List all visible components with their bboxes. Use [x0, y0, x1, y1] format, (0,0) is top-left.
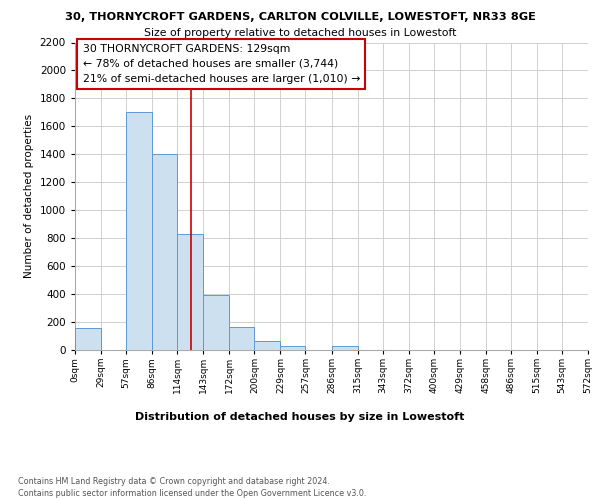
Bar	[280, 346, 305, 350]
Bar	[254, 341, 280, 350]
Bar	[177, 234, 203, 350]
Bar	[152, 154, 177, 350]
Text: Distribution of detached houses by size in Lowestoft: Distribution of detached houses by size …	[136, 412, 464, 422]
Text: Size of property relative to detached houses in Lowestoft: Size of property relative to detached ho…	[144, 28, 456, 38]
Bar	[126, 112, 152, 350]
Bar	[331, 346, 358, 350]
Bar	[229, 327, 254, 350]
Text: Contains HM Land Registry data © Crown copyright and database right 2024.
Contai: Contains HM Land Registry data © Crown c…	[18, 476, 367, 498]
Bar	[203, 296, 229, 350]
Text: 30, THORNYCROFT GARDENS, CARLTON COLVILLE, LOWESTOFT, NR33 8GE: 30, THORNYCROFT GARDENS, CARLTON COLVILL…	[65, 12, 535, 22]
Y-axis label: Number of detached properties: Number of detached properties	[24, 114, 34, 278]
Bar	[75, 328, 101, 350]
Text: 30 THORNYCROFT GARDENS: 129sqm
← 78% of detached houses are smaller (3,744)
21% : 30 THORNYCROFT GARDENS: 129sqm ← 78% of …	[83, 44, 360, 84]
